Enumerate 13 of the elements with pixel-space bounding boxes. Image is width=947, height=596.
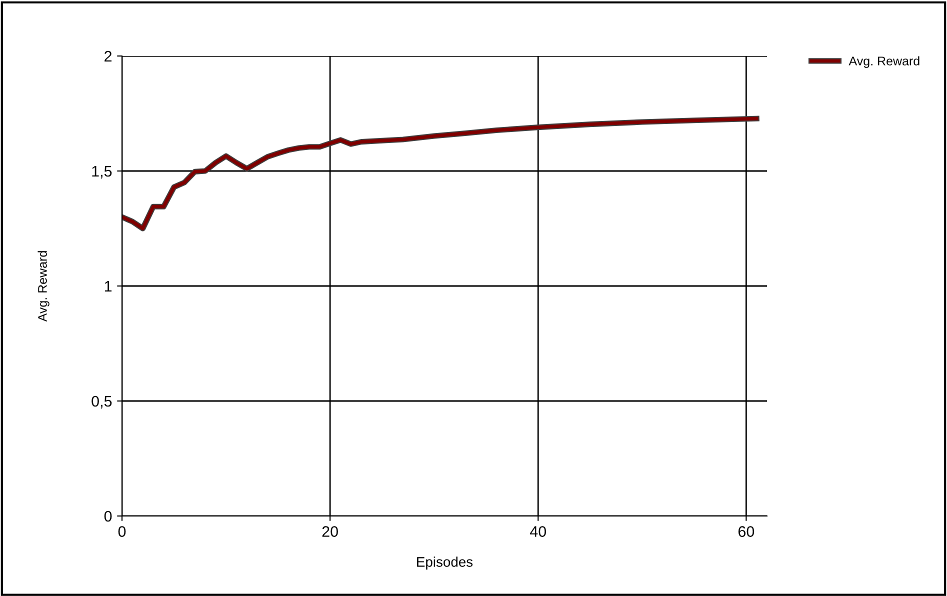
- y-axis-title: Avg. Reward: [38, 251, 50, 322]
- y-tick-label: 2: [104, 50, 112, 62]
- y-tick-label: 1: [104, 281, 112, 292]
- y-tick-label: 1,5: [92, 166, 112, 178]
- legend-label: Avg. Reward: [848, 56, 920, 68]
- line-series: [122, 116, 760, 232]
- x-tick-label: 20: [322, 526, 338, 537]
- y-tick-label: 0,5: [92, 396, 112, 408]
- y-tick-label: 0: [104, 510, 112, 522]
- x-tick-label: 0: [118, 526, 126, 537]
- x-axis-title: Episodes: [417, 556, 473, 570]
- x-tick-label: 40: [530, 526, 546, 537]
- x-tick-label: 60: [738, 526, 754, 537]
